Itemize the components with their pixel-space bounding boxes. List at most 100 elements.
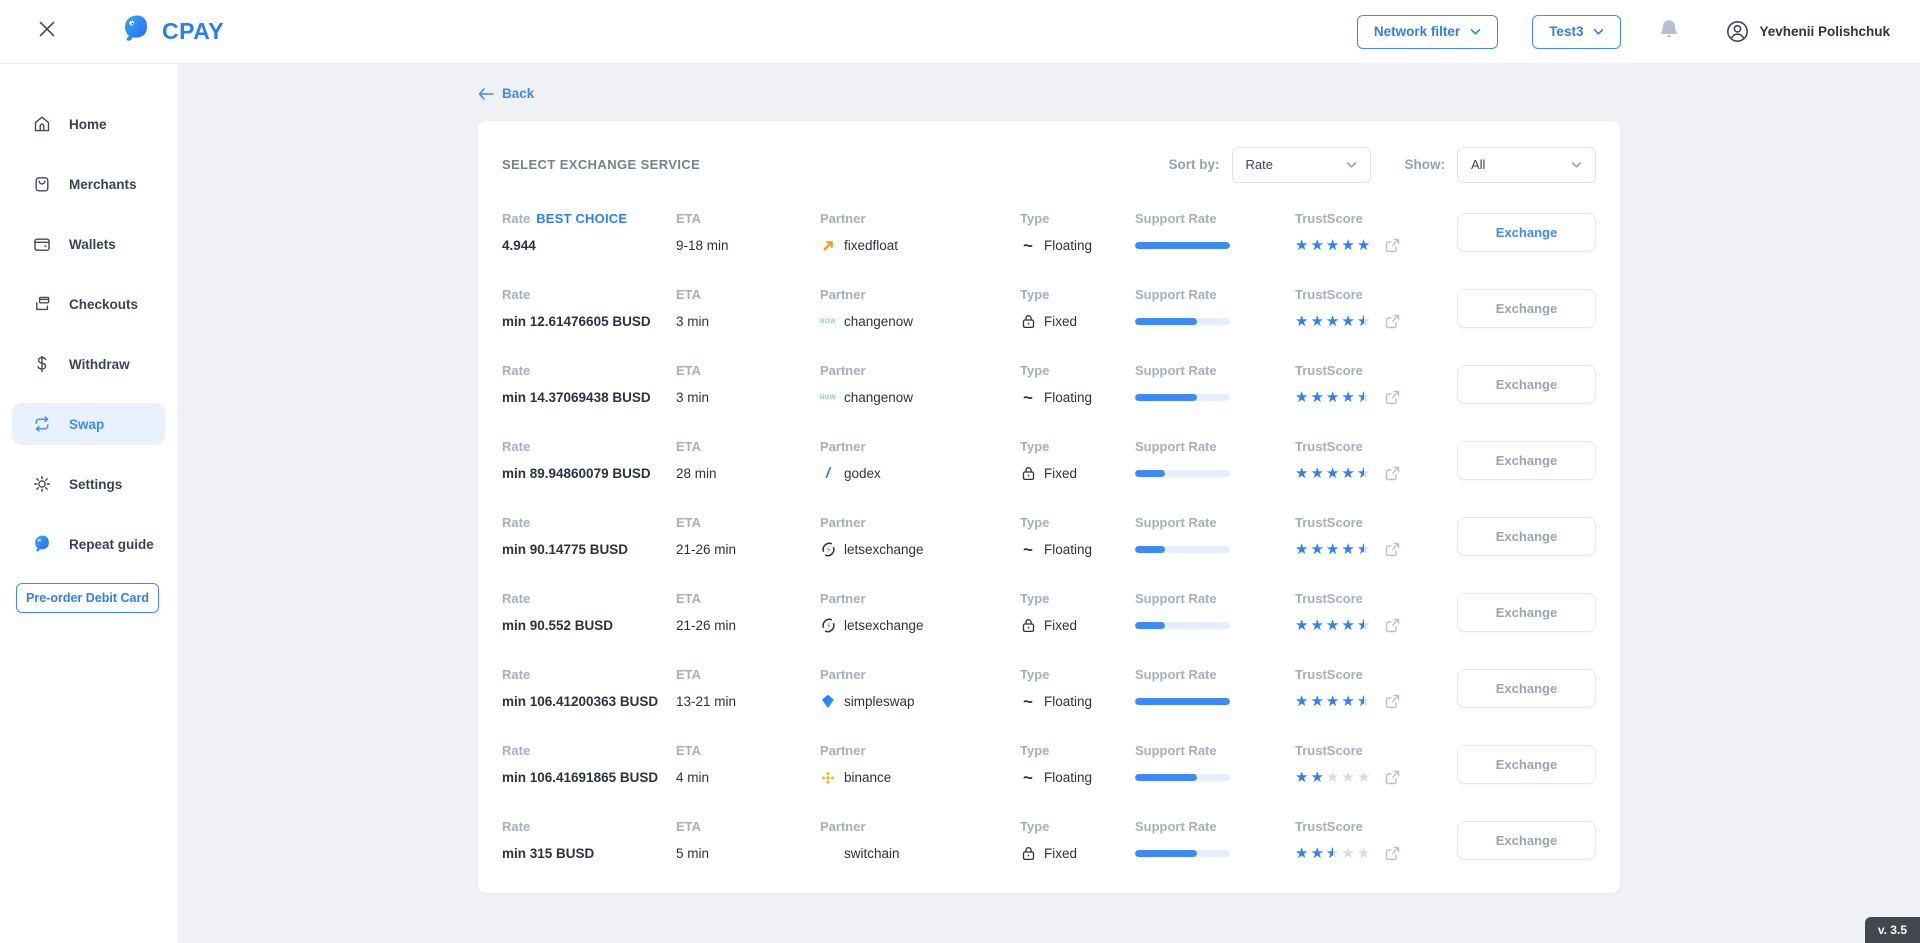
partner-name: changenow	[844, 314, 913, 329]
show-select[interactable]: All	[1457, 147, 1596, 183]
eta-cell: ETA 21-26 min	[676, 591, 820, 635]
network-filter-button[interactable]: Network filter	[1357, 15, 1498, 49]
exchange-row: Rate BEST CHOICE min 315 BUSD ETA 5 min …	[502, 819, 1596, 863]
external-link-icon[interactable]	[1385, 542, 1400, 557]
support-rate-bar	[1135, 698, 1230, 705]
exchange-button[interactable]: Exchange	[1457, 517, 1596, 556]
lock-icon	[1020, 314, 1036, 329]
star-icon: ★★	[1326, 466, 1339, 481]
sidebar-item-swap[interactable]: Swap	[12, 403, 165, 445]
partner-logo-icon: NOW	[820, 394, 836, 401]
partner-name: binance	[844, 770, 891, 785]
rate-column-label: Rate BEST CHOICE	[502, 287, 676, 303]
trustscore-label: TrustScore	[1295, 363, 1457, 379]
star-icon: ★★	[1357, 314, 1370, 329]
rate-label: Rate	[502, 287, 530, 302]
sidebar-item-repeat-guide[interactable]: Repeat guide	[12, 523, 165, 565]
support-rate-bar-fill	[1135, 622, 1165, 629]
external-link-icon[interactable]	[1385, 238, 1400, 253]
external-link-icon[interactable]	[1385, 466, 1400, 481]
sidebar-item-settings[interactable]: Settings	[12, 463, 165, 505]
external-link-icon[interactable]	[1385, 618, 1400, 633]
user-menu[interactable]: Yevhenii Polishchuk	[1725, 19, 1890, 44]
rate-label: Rate	[502, 211, 530, 226]
external-link-icon[interactable]	[1385, 390, 1400, 405]
exchange-button[interactable]: Exchange	[1457, 745, 1596, 784]
exchange-button[interactable]: Exchange	[1457, 669, 1596, 708]
star-icon: ★★	[1295, 770, 1308, 785]
support-rate-bar-fill	[1135, 242, 1230, 249]
trustscore-cell: TrustScore ★★★★★★★★★★	[1295, 515, 1457, 559]
support-rate-cell: Support Rate	[1135, 515, 1295, 559]
rate-column-label: Rate BEST CHOICE	[502, 591, 676, 607]
exchange-button[interactable]: Exchange	[1457, 821, 1596, 860]
rate-cell: Rate BEST CHOICE min 90.14775 BUSD	[502, 515, 676, 559]
exchange-button[interactable]: Exchange	[1457, 441, 1596, 480]
star-icon: ★★	[1295, 390, 1308, 405]
partner-cell: Partner / godex	[820, 439, 1020, 483]
account-selector-button[interactable]: Test3	[1532, 15, 1621, 49]
external-link-icon[interactable]	[1385, 694, 1400, 709]
rate-value: min 315 BUSD	[502, 845, 676, 863]
sidebar-item-withdraw[interactable]: Withdraw	[12, 343, 165, 385]
star-icon: ★★	[1341, 466, 1354, 481]
type-cell: Type Fixed	[1020, 439, 1135, 483]
sidebar-item-label: Withdraw	[69, 357, 130, 372]
star-icon: ★★	[1310, 542, 1323, 557]
preorder-debit-card-button[interactable]: Pre-order Debit Card	[16, 583, 159, 613]
trustscore-label: TrustScore	[1295, 819, 1457, 835]
star-icon: ★★	[1295, 466, 1308, 481]
trustscore-cell: TrustScore ★★★★★★★★★★	[1295, 363, 1457, 407]
eta-label: ETA	[676, 667, 820, 683]
tilde-icon: ~	[1020, 541, 1036, 558]
exchange-rows: Rate BEST CHOICE 4.944 ETA 9-18 min Part…	[502, 211, 1596, 863]
tilde-icon: ~	[1020, 693, 1036, 710]
exchange-button[interactable]: Exchange	[1457, 365, 1596, 404]
star-icon: ★★	[1310, 618, 1323, 633]
sidebar-item-wallets[interactable]: Wallets	[12, 223, 165, 265]
partner-name: letsexchange	[844, 542, 924, 557]
sidebar-item-checkouts[interactable]: Checkouts	[12, 283, 165, 325]
external-link-icon[interactable]	[1385, 314, 1400, 329]
eta-value: 4 min	[676, 769, 820, 787]
support-rate-label: Support Rate	[1135, 743, 1295, 759]
lock-icon	[1020, 618, 1036, 633]
rate-label: Rate	[502, 591, 530, 606]
back-link[interactable]: Back	[478, 86, 534, 101]
partner-label: Partner	[820, 591, 1020, 607]
star-icon: ★★	[1310, 390, 1323, 405]
lock-icon	[1020, 846, 1036, 861]
exchange-button[interactable]: Exchange	[1457, 289, 1596, 328]
partner-label: Partner	[820, 363, 1020, 379]
exchange-button[interactable]: Exchange	[1457, 213, 1596, 252]
app-logo: CPAY	[120, 13, 224, 50]
star-icon: ★★	[1295, 618, 1308, 633]
eta-cell: ETA 9-18 min	[676, 211, 820, 255]
eta-value: 28 min	[676, 465, 820, 483]
sidebar-item-label: Home	[69, 117, 107, 132]
eta-value: 13-21 min	[676, 693, 820, 711]
star-icon: ★★	[1357, 542, 1370, 557]
star-rating: ★★★★★★★★★★	[1295, 390, 1370, 405]
exchange-row: Rate BEST CHOICE 4.944 ETA 9-18 min Part…	[502, 211, 1596, 255]
partner-label: Partner	[820, 667, 1020, 683]
star-icon: ★★	[1295, 846, 1308, 861]
support-rate-label: Support Rate	[1135, 591, 1295, 607]
sort-by-select[interactable]: Rate	[1232, 147, 1371, 183]
rate-value: min 89.94860079 BUSD	[502, 465, 676, 483]
sidebar-item-home[interactable]: Home	[12, 103, 165, 145]
support-rate-bar	[1135, 318, 1230, 325]
trustscore-cell: TrustScore ★★★★★★★★★★	[1295, 439, 1457, 483]
notifications-bell-icon[interactable]	[1659, 18, 1679, 45]
type-label: Type	[1020, 743, 1135, 759]
trustscore-cell: TrustScore ★★★★★★★★★★	[1295, 211, 1457, 255]
top-bar: CPAY Network filter Test3 Yevhenii Polis…	[0, 0, 1920, 64]
external-link-icon[interactable]	[1385, 770, 1400, 785]
rate-column-label: Rate BEST CHOICE	[502, 819, 676, 835]
exchange-button[interactable]: Exchange	[1457, 593, 1596, 632]
external-link-icon[interactable]	[1385, 846, 1400, 861]
sidebar-item-merchants[interactable]: Merchants	[12, 163, 165, 205]
close-icon[interactable]	[30, 15, 64, 49]
rate-column-label: Rate BEST CHOICE	[502, 515, 676, 531]
cpay-logo-icon	[120, 13, 152, 50]
